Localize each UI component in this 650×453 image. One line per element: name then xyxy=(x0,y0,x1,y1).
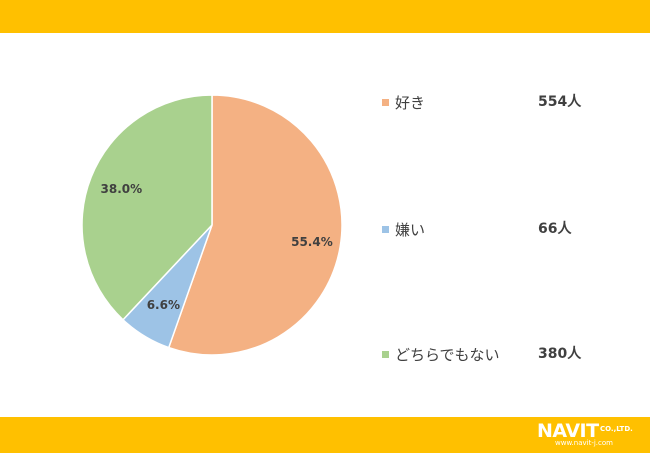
bottom-banner xyxy=(0,417,650,453)
data-label-dislike: 6.6% xyxy=(147,298,180,312)
pie-chart: 55.4% 6.6% 38.0% xyxy=(81,94,343,356)
legend-label-dislike: 嫌い xyxy=(395,220,426,239)
legend-label-neither: どちらでもない xyxy=(395,345,500,364)
data-label-like: 55.4% xyxy=(291,235,333,249)
legend-item-dislike: 嫌い xyxy=(382,218,425,240)
legend-item-neither: どちらでもない xyxy=(382,343,500,365)
legend-swatch-like xyxy=(382,98,389,106)
legend-item-like: 好き xyxy=(382,91,425,113)
count-neither: 380人 xyxy=(538,346,582,362)
logo-wordmark: NAVIT xyxy=(537,420,599,442)
top-banner xyxy=(0,0,650,33)
logo-url: www.navit-j.com xyxy=(555,439,613,447)
company-logo: NAVIT CO.,LTD. www.navit-j.com xyxy=(537,420,647,450)
legend-label-like: 好き xyxy=(395,93,426,112)
legend-swatch-dislike xyxy=(382,225,389,233)
count-like: 554人 xyxy=(538,94,582,110)
pie-slice-neither xyxy=(81,94,213,321)
data-label-neither: 38.0% xyxy=(101,182,143,196)
count-dislike: 66人 xyxy=(538,221,572,237)
legend-swatch-neither xyxy=(382,350,389,358)
logo-suffix: CO.,LTD. xyxy=(600,425,633,433)
